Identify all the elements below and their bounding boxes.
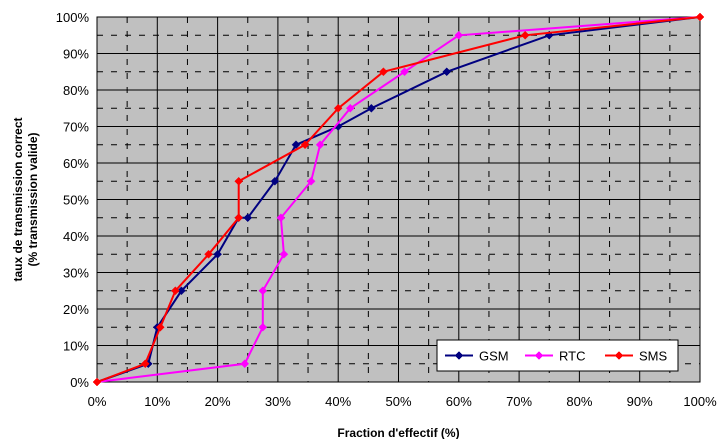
data-point-gsm (367, 103, 376, 113)
x-tick-label: 80% (566, 394, 592, 409)
series-line-rtc (96, 16, 701, 383)
data-point-gsm (243, 213, 253, 223)
legend-label: GSM (479, 349, 509, 364)
data-point-sms (234, 176, 244, 186)
series-line-sms (96, 16, 701, 383)
x-tick-label: 30% (265, 394, 291, 409)
x-tick-label: 100% (683, 394, 717, 409)
y-axis-title-line-2: (% transmission valide) (26, 132, 40, 266)
legend: GSM RTC SMS (436, 339, 679, 372)
y-tick-label: 50% (63, 193, 89, 208)
y-tick-label: 100% (56, 10, 90, 25)
data-point-sms (204, 249, 213, 259)
data-point-sms (379, 67, 388, 77)
legend-swatch-marker (534, 351, 544, 360)
x-tick-label: 70% (506, 394, 532, 409)
data-point-rtc (240, 359, 250, 369)
data-point-rtc (400, 67, 409, 77)
data-point-sms (155, 322, 165, 332)
data-point-sms (695, 12, 705, 22)
data-point-rtc (258, 322, 268, 332)
data-point-sms (300, 140, 310, 150)
legend-item-gsm: GSM (445, 349, 509, 364)
series-sms (92, 12, 705, 387)
data-point-sms (520, 30, 530, 40)
x-tick-label: 0% (88, 394, 107, 409)
legend-swatch-marker (454, 351, 464, 360)
data-point-sms (140, 359, 150, 369)
y-tick-label: 30% (63, 266, 89, 281)
y-tick-label: 80% (63, 83, 89, 98)
data-point-sms (234, 213, 244, 223)
x-tick-label: 50% (385, 394, 411, 409)
y-tick-label: 60% (63, 156, 89, 171)
data-point-rtc (315, 140, 325, 150)
legend-label: RTC (559, 349, 585, 364)
data-point-rtc (454, 30, 464, 40)
data-point-gsm (270, 176, 280, 186)
data-point-rtc (276, 213, 286, 223)
legend-box (436, 339, 679, 372)
data-point-sms (171, 286, 180, 296)
y-tick-label: 0% (70, 375, 89, 390)
y-tick-label: 10% (63, 339, 89, 354)
data-point-sms (92, 377, 102, 387)
x-tick-label: 90% (627, 394, 653, 409)
y-tick-label: 20% (63, 302, 89, 317)
data-point-rtc (345, 103, 355, 113)
data-point-rtc (306, 176, 316, 186)
data-point-sms (333, 103, 343, 113)
legend-swatch-marker (614, 351, 624, 360)
x-tick-label: 60% (446, 394, 472, 409)
data-point-gsm (442, 67, 452, 77)
y-tick-label: 90% (63, 47, 89, 62)
legend-item-sms: SMS (605, 349, 668, 364)
legend-label: SMS (639, 349, 668, 364)
x-axis-title: Fraction d'effectif (%) (337, 426, 459, 439)
y-tick-label: 70% (63, 120, 89, 135)
x-tick-label: 20% (205, 394, 231, 409)
series-line-gsm (96, 16, 701, 383)
data-point-gsm (177, 286, 186, 296)
data-point-gsm (213, 249, 222, 259)
x-tick-label: 40% (325, 394, 351, 409)
x-tick-label: 10% (144, 394, 170, 409)
data-point-rtc (258, 286, 268, 296)
data-point-rtc (279, 249, 289, 259)
y-tick-label: 40% (63, 229, 89, 244)
legend-item-rtc: RTC (525, 349, 585, 364)
y-axis-title-line-1: taux de transmission correct (11, 117, 25, 281)
